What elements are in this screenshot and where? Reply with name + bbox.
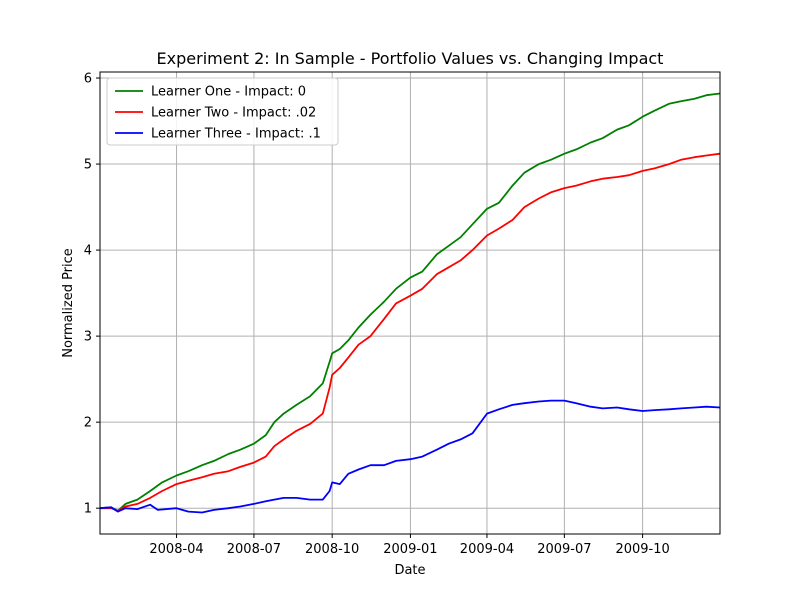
y-axis-title: Normalized Price [61, 248, 76, 358]
x-tick-label: 2008-07 [227, 542, 281, 557]
x-tick-label: 2009-10 [615, 542, 669, 557]
y-tick-label: 6 [84, 72, 92, 87]
series-line-3 [99, 399, 721, 514]
y-axis: 1 2 3 4 5 6 [84, 72, 100, 517]
x-tick-label: 2008-10 [305, 542, 359, 557]
y-tick-label: 1 [84, 502, 92, 517]
series-layer [99, 92, 721, 514]
y-tick-label: 3 [84, 330, 92, 345]
x-tick-label: 2009-01 [383, 542, 437, 557]
x-tick-label: 2009-07 [537, 542, 591, 557]
x-axis-title: Date [394, 563, 425, 578]
x-tick-label: 2009-04 [460, 542, 514, 557]
series-line-2 [100, 152, 721, 512]
legend-label-1: Learner One - Impact: 0 [151, 85, 306, 100]
chart-title: Experiment 2: In Sample - Portfolio Valu… [157, 49, 664, 68]
grid-lines [100, 72, 720, 534]
series-line-1 [99, 92, 721, 512]
legend-label-3: Learner Three - Impact: .1 [151, 127, 321, 142]
y-tick-label: 4 [84, 244, 92, 259]
x-tick-label: 2008-04 [149, 542, 203, 557]
y-tick-label: 2 [84, 416, 92, 431]
legend-label-2: Learner Two - Impact: .02 [151, 106, 316, 121]
y-tick-label: 5 [84, 158, 92, 173]
legend: Learner One - Impact: 0 Learner Two - Imp… [106, 77, 339, 146]
legend-box [106, 77, 339, 146]
x-axis: 2008-04 2008-07 2008-10 2009-01 2009-04 2009-… [149, 534, 670, 557]
